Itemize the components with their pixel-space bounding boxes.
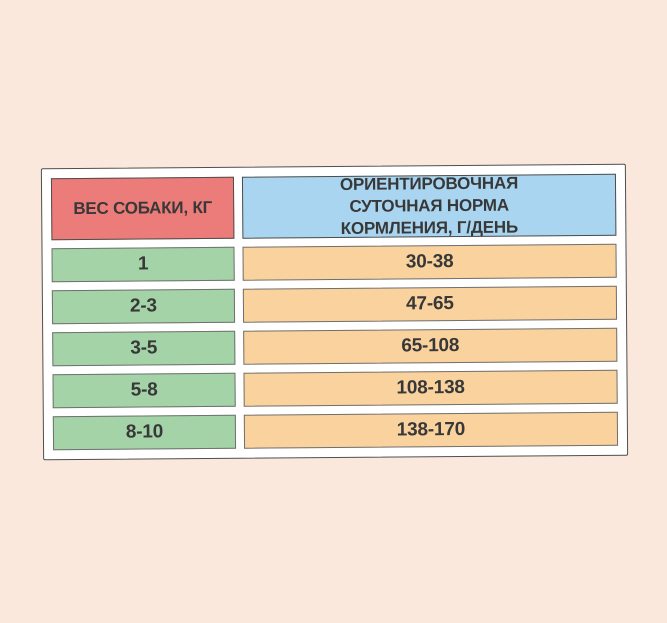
norm-cell-row4: 108-138	[243, 369, 618, 407]
weight-value: 8-10	[125, 421, 164, 443]
weight-cell-row5: 8-10	[52, 414, 237, 451]
header-dog-weight-cell: ВЕС СОБАКИ, КГ	[50, 176, 235, 241]
weight-value: 2-3	[129, 295, 157, 317]
header-daily-norm-cell: ОРИЕНТИРОВОЧНАЯ СУТОЧНАЯ НОРМА КОРМЛЕНИЯ…	[241, 173, 617, 239]
norm-value: 30-38	[405, 251, 454, 273]
feeding-table-panel: ВЕС СОБАКИ, КГ ОРИЕНТИРОВОЧНАЯ СУТОЧНАЯ …	[40, 163, 629, 461]
norm-cell-row2: 47-65	[242, 285, 618, 323]
weight-cell-row4: 5-8	[52, 372, 236, 409]
norm-value: 65-108	[401, 335, 460, 357]
norm-value: 108-138	[396, 376, 465, 399]
weight-cell-row2: 2-3	[51, 288, 236, 325]
feeding-table: ВЕС СОБАКИ, КГ ОРИЕНТИРОВОЧНАЯ СУТОЧНАЯ …	[50, 173, 619, 451]
weight-cell-row3: 3-5	[52, 330, 236, 367]
weight-cell-row1: 1	[51, 246, 235, 283]
weight-value: 5-8	[130, 379, 158, 401]
norm-cell-row1: 30-38	[242, 243, 617, 281]
norm-cell-row5: 138-170	[243, 411, 619, 449]
norm-value: 47-65	[406, 293, 454, 315]
weight-value: 3-5	[130, 337, 158, 359]
weight-value: 1	[137, 253, 149, 275]
header-daily-norm-label: ОРИЕНТИРОВОЧНАЯ СУТОЧНАЯ НОРМА КОРМЛЕНИЯ…	[339, 173, 519, 238]
norm-cell-row3: 65-108	[243, 327, 618, 365]
norm-value: 138-170	[396, 418, 466, 441]
header-dog-weight-label: ВЕС СОБАКИ, КГ	[73, 197, 213, 219]
